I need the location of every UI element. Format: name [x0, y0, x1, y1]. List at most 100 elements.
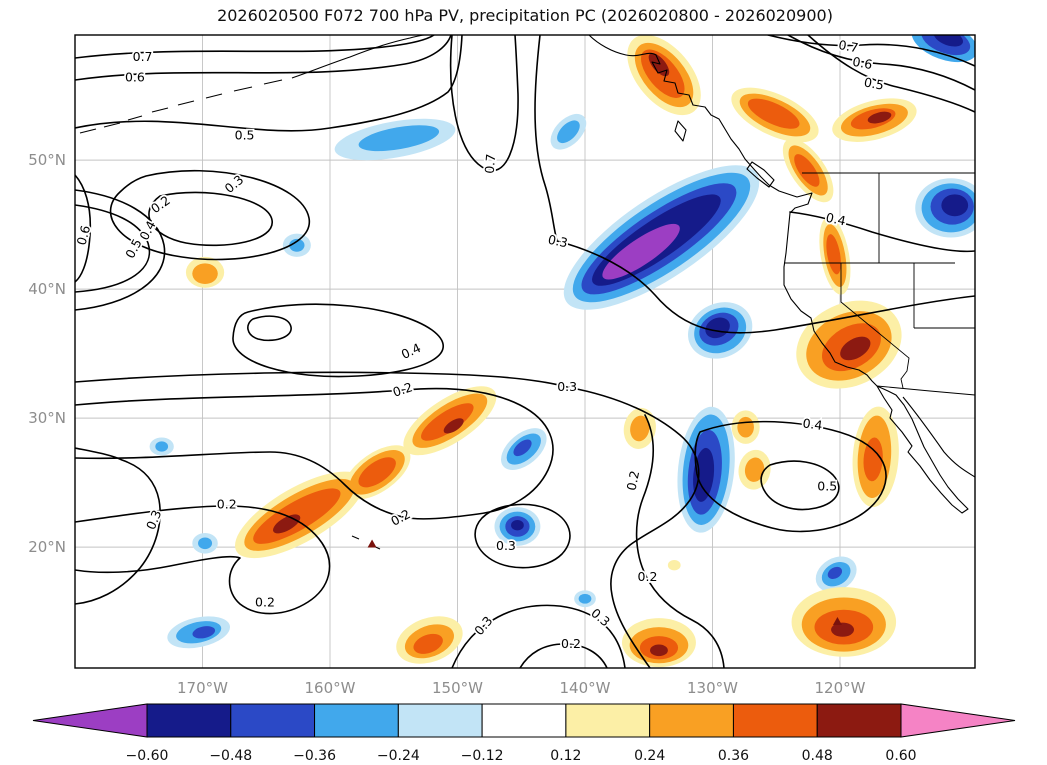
contour-line — [635, 414, 725, 668]
contour-label: 0.7 — [837, 37, 859, 55]
contour-label: 0.6 — [125, 70, 145, 85]
positive-anomaly-patch — [650, 644, 668, 657]
extremum-triangle-marker — [832, 616, 842, 625]
x-tick-label: 140°W — [560, 679, 611, 697]
contour-label: 0.3 — [496, 538, 516, 553]
border-us-mexico — [876, 385, 975, 396]
positive-anomaly-patch — [747, 98, 800, 129]
contour-label: 0.6 — [74, 224, 94, 247]
colorbar-segment — [481, 703, 567, 738]
contour-line — [75, 447, 161, 605]
extrema-marker-layer — [367, 539, 842, 625]
contour-label: 0.7 — [133, 49, 153, 64]
negative-anomaly-patch — [289, 238, 305, 252]
colorbar-tick-label: −0.24 — [377, 748, 420, 764]
contour-line — [474, 503, 571, 569]
positive-anomaly-patch — [667, 560, 681, 571]
negative-anomaly-patch — [602, 223, 680, 280]
colorbar-segment — [649, 703, 734, 738]
contour-line — [75, 204, 151, 293]
contour-label: 0.3 — [547, 232, 570, 251]
contour-line — [75, 505, 331, 615]
positive-anomaly-patch — [630, 415, 650, 442]
state-border-layer — [784, 172, 975, 396]
contour-layer — [75, 35, 975, 668]
colorbar-tick-label: 0.48 — [802, 748, 833, 764]
y-tick-label: 20°N — [28, 538, 66, 556]
y-tick-label: 30°N — [28, 409, 66, 427]
colorbar-tick-label: 0.12 — [550, 748, 581, 764]
colorbar-tick-label: −0.60 — [126, 748, 169, 764]
contour-label: 0.2 — [255, 595, 275, 610]
colorbar-segment — [816, 703, 902, 738]
positive-anomaly-patch — [794, 154, 820, 187]
plot-frame — [74, 34, 976, 669]
negative-anomaly-patch — [578, 593, 592, 604]
contour-label: 0.5 — [817, 479, 837, 494]
chart-title: 2026020500 F072 700 hPa PV, precipitatio… — [217, 6, 833, 25]
negative-anomaly-patch — [693, 447, 715, 502]
contour-label: 0.4 — [802, 415, 824, 433]
contour-line — [75, 189, 166, 311]
positive-anomaly-patch — [840, 336, 871, 361]
contour-label: 0.2 — [561, 636, 581, 651]
positive-anomaly-patch — [826, 234, 841, 275]
x-tick-label: 150°W — [432, 679, 483, 697]
negative-anomaly-patch — [155, 441, 169, 452]
contour-label: 0.2 — [638, 569, 658, 584]
coastline-layer — [79, 35, 975, 550]
coastline-gulf-mainland — [902, 396, 975, 478]
colorbar-tick-label: −0.48 — [209, 748, 252, 764]
positive-anomaly-patch — [867, 111, 892, 124]
contour-line — [449, 35, 519, 172]
x-tick-label: 130°W — [687, 679, 738, 697]
axis-label-layer: 170°W 160°W 150°W 140°W 130°W 120°W 50°N 40°N 30… — [28, 151, 865, 697]
contour-line — [787, 35, 975, 91]
contour-label: 0.5 — [235, 128, 255, 143]
negative-anomaly-patch — [705, 317, 730, 339]
contour-label: 0.7 — [482, 153, 499, 174]
contour-line — [75, 35, 435, 59]
positive-anomaly-patch — [192, 263, 218, 284]
contour-line — [789, 211, 975, 253]
contour-line — [75, 35, 463, 132]
colorbar-segment — [146, 703, 232, 738]
negative-anomaly-patch — [511, 520, 524, 531]
colorbar-tick-label: −0.36 — [293, 748, 336, 764]
contour-line — [109, 169, 310, 261]
positive-anomaly-patch — [737, 416, 754, 438]
negative-anomaly-patch — [198, 537, 213, 550]
colorbar-segment — [732, 703, 818, 738]
contour-line — [519, 643, 608, 668]
colorbar-tick-label: 0.60 — [885, 748, 916, 764]
contour-line — [694, 420, 887, 533]
x-tick-label: 120°W — [815, 679, 866, 697]
contour-line — [807, 35, 975, 113]
positive-anomaly-patch — [358, 457, 396, 488]
contour-label: 0.6 — [851, 54, 873, 72]
x-tick-label: 160°W — [305, 679, 356, 697]
contour-line — [247, 315, 292, 342]
contour-label: 0.4 — [825, 210, 848, 229]
colorbar-segment — [397, 703, 483, 738]
negative-anomaly-patch — [933, 35, 963, 47]
y-tick-label: 40°N — [28, 280, 66, 298]
x-tick-label: 170°W — [177, 679, 228, 697]
y-tick-label: 50°N — [28, 151, 66, 169]
negative-anomaly-patch — [557, 120, 580, 144]
border-california-nevada — [840, 263, 910, 389]
extremum-triangle-marker — [367, 539, 377, 548]
coastline-alaska-bc-us — [588, 35, 878, 387]
contour-line — [148, 191, 273, 247]
colorbar: −0.60 −0.48 −0.36 −0.24 −0.12 0.12 0.24 0.36 0.4… — [32, 703, 1016, 764]
contour-line — [534, 35, 975, 334]
contour-line — [75, 387, 554, 520]
negative-anomaly-patch — [358, 125, 440, 152]
colorbar-segment — [230, 703, 316, 738]
contour-line — [75, 371, 700, 668]
negative-anomaly-patch — [513, 439, 532, 457]
positive-anomaly-patch — [421, 403, 474, 441]
negative-anomaly-patch — [192, 626, 216, 639]
negative-anomaly-patch — [941, 194, 969, 217]
